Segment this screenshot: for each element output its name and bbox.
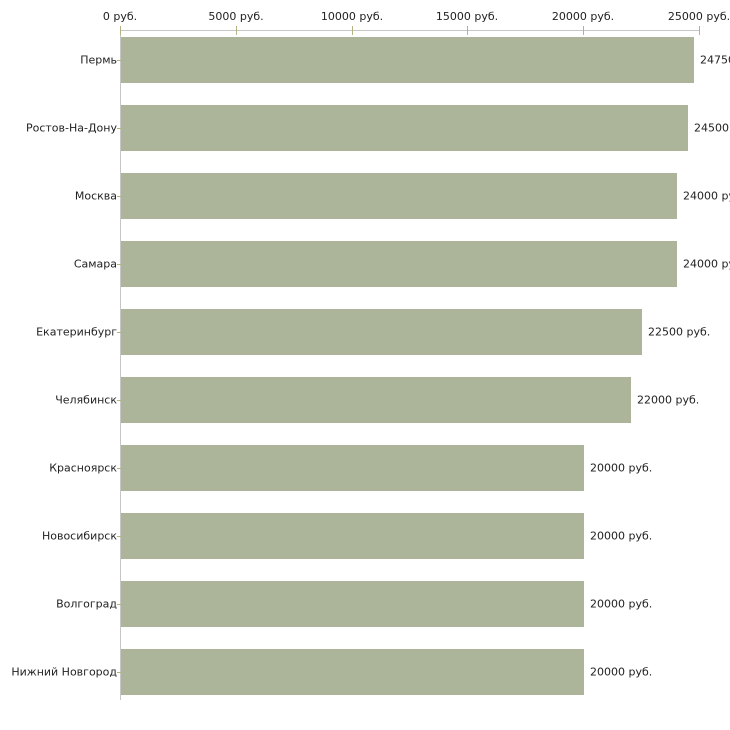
bar bbox=[121, 513, 584, 559]
category-tick bbox=[117, 604, 121, 605]
bar bbox=[121, 649, 584, 695]
value-label: 20000 руб. bbox=[590, 597, 653, 611]
category-tick bbox=[117, 468, 121, 469]
x-axis-tick bbox=[120, 26, 121, 35]
value-label: 22500 руб. bbox=[648, 325, 711, 339]
category-label: Пермь bbox=[80, 53, 117, 67]
x-axis-tick bbox=[467, 26, 468, 35]
x-axis-tick-label: 25000 руб. bbox=[667, 10, 730, 23]
category-tick bbox=[117, 264, 121, 265]
category-label: Волгоград bbox=[56, 597, 117, 611]
category-tick bbox=[117, 672, 121, 673]
category-tick bbox=[117, 332, 121, 333]
category-tick bbox=[117, 128, 121, 129]
bar bbox=[121, 377, 631, 423]
y-axis-line bbox=[120, 30, 121, 700]
x-axis-tick-label: 0 руб. bbox=[102, 10, 138, 23]
category-label: Новосибирск bbox=[41, 529, 117, 543]
category-label: Ростов-На-Дону bbox=[25, 121, 117, 135]
x-axis-tick bbox=[699, 26, 700, 35]
bar bbox=[121, 105, 688, 151]
value-label: 20000 руб. bbox=[590, 665, 653, 679]
value-label: 24750 руб. bbox=[700, 53, 730, 67]
value-label: 24000 руб. bbox=[683, 257, 730, 271]
value-label: 22000 руб. bbox=[637, 393, 700, 407]
category-label: Нижний Новгород bbox=[11, 665, 117, 679]
x-axis-line bbox=[120, 30, 700, 31]
x-axis-tick bbox=[236, 26, 237, 35]
x-axis-tick-label: 10000 руб. bbox=[320, 10, 384, 23]
x-axis-tick bbox=[583, 26, 584, 35]
value-label: 20000 руб. bbox=[590, 461, 653, 475]
bar bbox=[121, 581, 584, 627]
bar bbox=[121, 241, 677, 287]
x-axis-tick-label: 5000 руб. bbox=[208, 10, 264, 23]
category-tick bbox=[117, 60, 121, 61]
category-label: Красноярск bbox=[49, 461, 117, 475]
value-label: 20000 руб. bbox=[590, 529, 653, 543]
bar bbox=[121, 37, 694, 83]
x-axis-tick-label: 20000 руб. bbox=[551, 10, 615, 23]
x-axis-tick-label: 15000 руб. bbox=[435, 10, 499, 23]
category-label: Москва bbox=[74, 189, 117, 203]
value-label: 24000 руб. bbox=[683, 189, 730, 203]
bar bbox=[121, 309, 642, 355]
category-label: Челябинск bbox=[55, 393, 117, 407]
category-tick bbox=[117, 196, 121, 197]
x-axis-tick bbox=[352, 26, 353, 35]
category-tick bbox=[117, 400, 121, 401]
category-tick bbox=[117, 536, 121, 537]
bar bbox=[121, 445, 584, 491]
category-label: Самара bbox=[73, 257, 117, 271]
bar bbox=[121, 173, 677, 219]
category-label: Екатеринбург bbox=[36, 325, 117, 339]
value-label: 24500 руб. bbox=[694, 121, 730, 135]
